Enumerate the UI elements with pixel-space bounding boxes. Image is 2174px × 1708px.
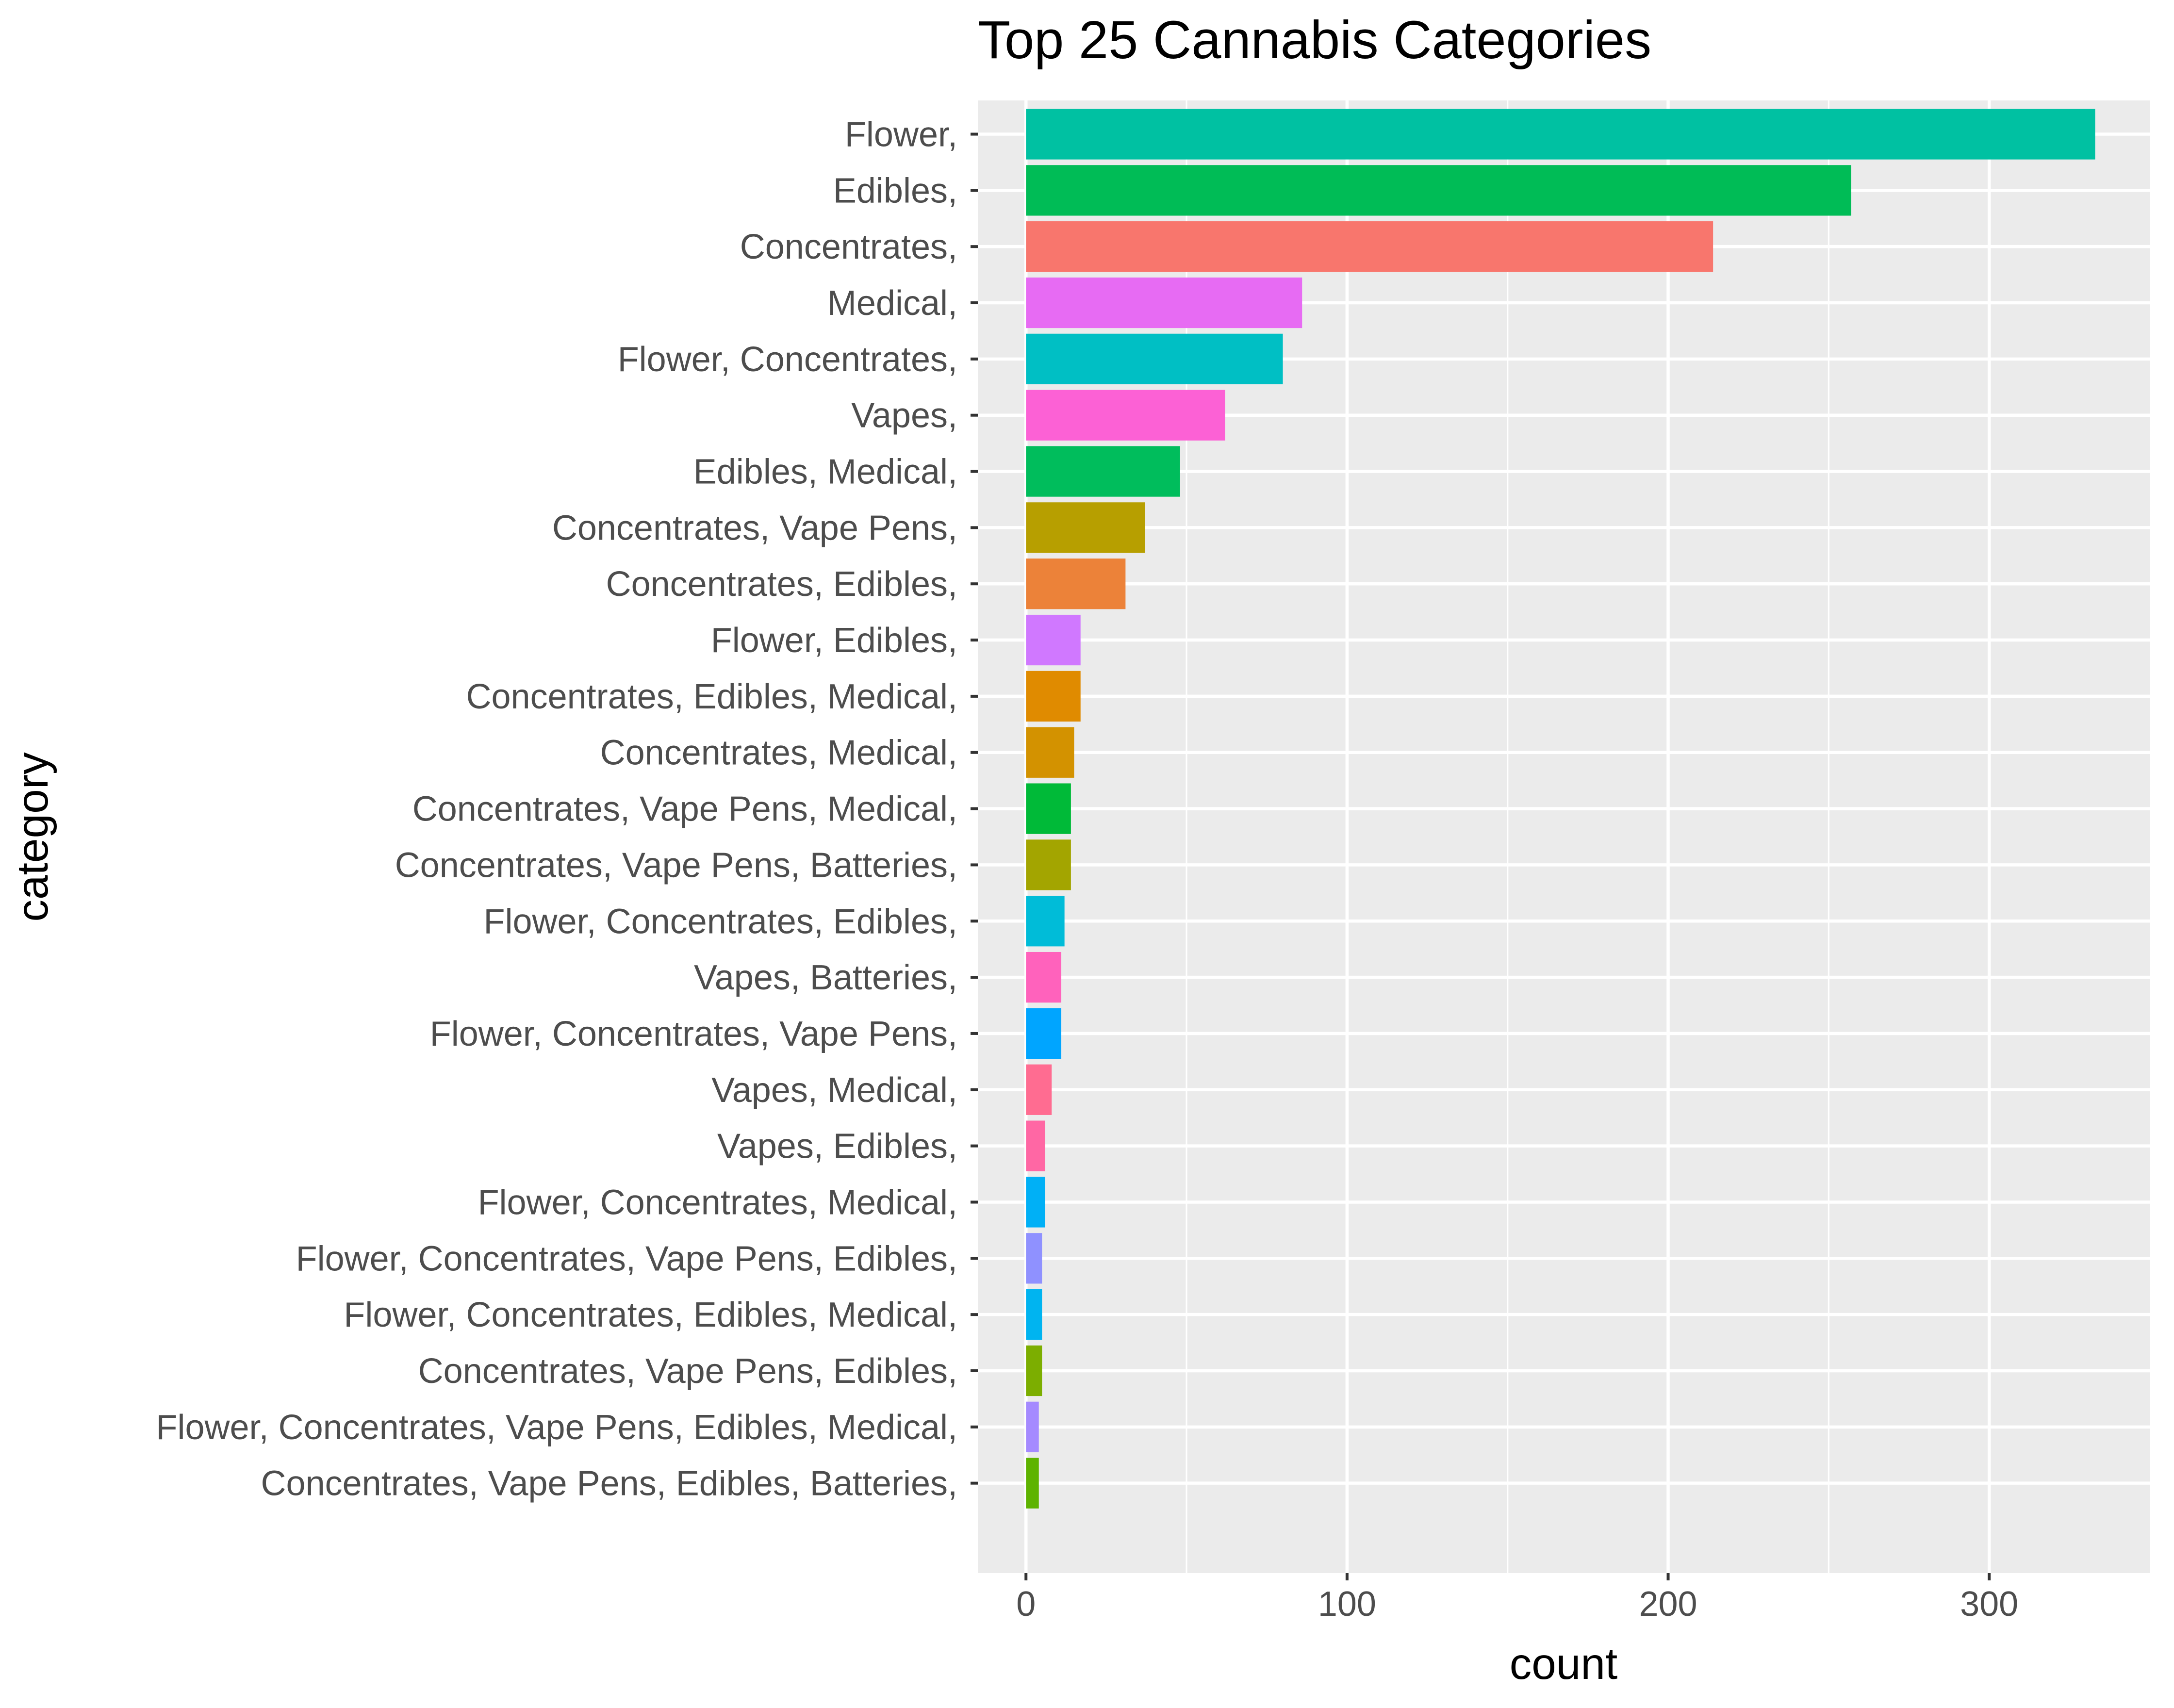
- bar: [1026, 896, 1065, 947]
- y-tick-label: Flower, Edibles,: [711, 621, 957, 660]
- bar: [1026, 614, 1081, 666]
- bars: [1026, 109, 2095, 1509]
- y-tick-label: Concentrates, Edibles, Medical,: [466, 677, 958, 716]
- y-tick-label: Concentrates, Vape Pens, Medical,: [412, 790, 957, 829]
- x-axis: 0 100 200 300: [1016, 1573, 2018, 1624]
- y-tick-label: Flower,: [845, 115, 957, 154]
- y-axis: Flower, Edibles, Concentrates, Medical, Flow…: [156, 115, 978, 1503]
- y-tick-label: Vapes, Edibles,: [717, 1127, 957, 1166]
- bar: [1026, 1401, 1039, 1452]
- bar: [1026, 390, 1225, 441]
- bar: [1026, 1345, 1042, 1396]
- y-axis-title: category: [8, 752, 57, 922]
- bar: [1026, 333, 1283, 384]
- y-tick-label: Concentrates, Vape Pens,: [552, 509, 957, 547]
- y-tick-label: Flower, Concentrates, Vape Pens, Edibles…: [156, 1408, 958, 1447]
- bar: [1026, 558, 1126, 609]
- y-tick-label: Medical,: [827, 284, 957, 323]
- bar: [1026, 1289, 1042, 1340]
- bar: [1026, 1120, 1045, 1171]
- x-axis-title: count: [1510, 1640, 1618, 1689]
- y-tick-label: Concentrates, Vape Pens, Edibles, Batter…: [261, 1464, 957, 1503]
- y-tick-label: Concentrates, Vape Pens, Edibles,: [418, 1352, 957, 1391]
- bar: [1026, 502, 1145, 553]
- y-tick-label: Flower, Concentrates,: [618, 340, 957, 379]
- bar: [1026, 727, 1074, 778]
- bar: [1026, 1177, 1045, 1228]
- bar: [1026, 446, 1180, 497]
- x-tick-label: 300: [1960, 1585, 2018, 1624]
- x-tick-label: 100: [1318, 1585, 1376, 1624]
- y-tick-label: Concentrates, Edibles,: [606, 565, 957, 604]
- y-tick-label: Flower, Concentrates, Vape Pens,: [430, 1015, 957, 1053]
- x-tick-label: 0: [1016, 1585, 1036, 1624]
- y-tick-label: Vapes, Medical,: [711, 1071, 957, 1110]
- bar: [1026, 952, 1062, 1003]
- y-tick-label: Flower, Concentrates, Medical,: [478, 1183, 957, 1222]
- y-tick-label: Vapes, Batteries,: [694, 958, 957, 997]
- y-tick-label: Edibles, Medical,: [693, 453, 957, 492]
- bar: [1026, 221, 1713, 272]
- chart-title: Top 25 Cannabis Categories: [978, 10, 1651, 70]
- bar: [1026, 165, 1851, 216]
- y-tick-label: Vapes,: [851, 396, 957, 435]
- y-tick-label: Concentrates, Vape Pens, Batteries,: [395, 846, 957, 885]
- y-tick-label: Concentrates,: [740, 228, 957, 266]
- y-tick-label: Flower, Concentrates, Edibles,: [484, 902, 957, 941]
- y-tick-label: Flower, Concentrates, Edibles, Medical,: [344, 1296, 957, 1334]
- bar: [1026, 783, 1071, 834]
- bar: [1026, 277, 1302, 328]
- bar: [1026, 109, 2095, 160]
- bar: [1026, 1064, 1052, 1115]
- bar: [1026, 671, 1081, 722]
- bar: [1026, 839, 1071, 890]
- y-tick-label: Edibles,: [833, 171, 957, 210]
- bar: [1026, 1233, 1042, 1284]
- x-tick-label: 200: [1639, 1585, 1697, 1624]
- bar: [1026, 1458, 1039, 1509]
- y-tick-label: Flower, Concentrates, Vape Pens, Edibles…: [296, 1239, 957, 1278]
- y-tick-label: Concentrates, Medical,: [600, 734, 957, 772]
- bar: [1026, 1008, 1062, 1059]
